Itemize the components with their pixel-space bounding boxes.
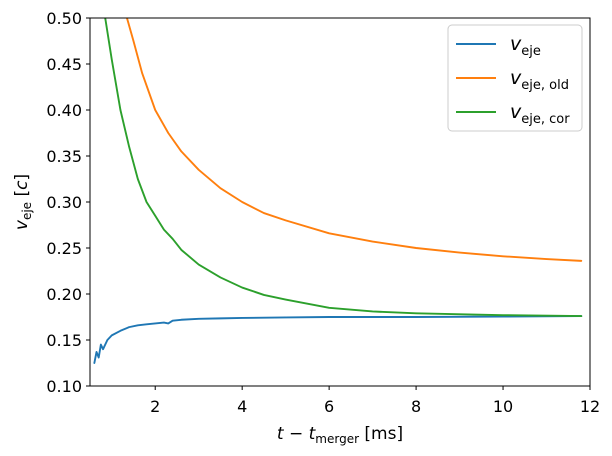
y-tick-label-1: 0.15: [46, 331, 82, 350]
legend: veje veje, old veje, cor: [447, 24, 583, 132]
legend-label-1: veje, old: [510, 67, 569, 93]
x-tick-label-2: 6: [324, 397, 334, 416]
y-tick-label-5: 0.35: [46, 147, 82, 166]
x-tick-label-4: 10: [493, 397, 513, 416]
x-axis-title: t − tmerger [ms]: [277, 424, 403, 446]
series-line-2: [104, 18, 583, 318]
y-tick-label-4: 0.30: [46, 193, 82, 212]
legend-box: [447, 24, 583, 132]
y-axis-title: veje [c]: [12, 174, 34, 230]
axes-layer: 2 4 6 8 10 12 0.10 0.15 0.20 0.25 0.30 0.35 0.40 0.45…: [12, 9, 600, 446]
x-tick-label-0: 2: [150, 397, 160, 416]
legend-label-0: veje: [510, 33, 541, 59]
series-line-0: [93, 315, 583, 364]
series-line-1: [126, 18, 583, 262]
x-tick-label-3: 8: [411, 397, 421, 416]
x-tick-label-5: 12: [580, 397, 600, 416]
x-tick-label-1: 4: [237, 397, 247, 416]
y-tick-label-8: 0.50: [46, 9, 82, 28]
y-tick-label-2: 0.20: [46, 285, 82, 304]
y-tick-label-0: 0.10: [46, 377, 82, 396]
series-layer: [93, 18, 583, 364]
legend-label-2: veje, cor: [510, 101, 570, 127]
y-tick-label-7: 0.45: [46, 55, 82, 74]
y-tick-label-3: 0.25: [46, 239, 82, 258]
y-tick-label-6: 0.40: [46, 101, 82, 120]
